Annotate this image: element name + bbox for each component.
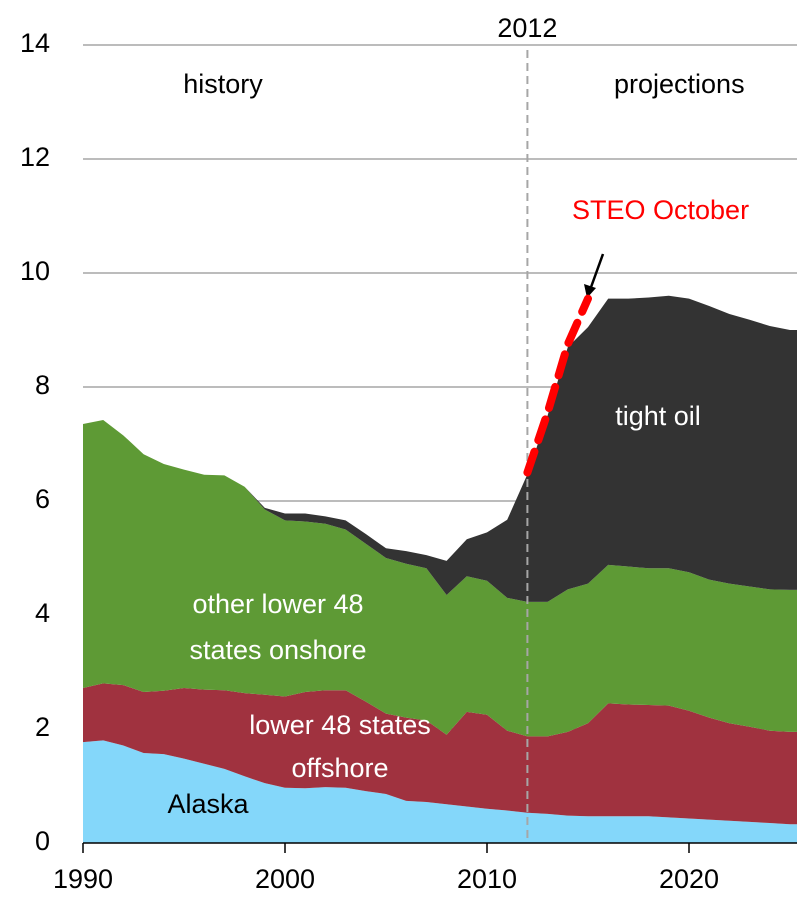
y-tick-label: 0 [35,826,50,856]
area-label: lower 48 states [249,710,431,740]
area-label: states onshore [189,635,366,665]
annotation: projections [614,69,745,99]
arrow [588,253,605,291]
x-tick-label: 1990 [53,864,113,894]
x-tick-label: 2000 [255,864,315,894]
area-label: other lower 48 [192,589,363,619]
x-tick-label: 2020 [659,864,719,894]
y-tick-label: 6 [35,484,50,514]
y-tick-label: 14 [20,28,50,58]
y-tick-label: 2 [35,712,50,742]
y-tick-label: 4 [35,598,50,628]
arrow-head [584,284,596,298]
x-tick-label: 2010 [457,864,517,894]
area [83,683,797,825]
area [83,740,797,843]
area-label: offshore [291,753,388,783]
area-label: tight oil [615,401,701,431]
area-label: Alaska [167,789,249,819]
area [83,295,797,602]
y-tick-label: 10 [20,256,50,286]
area [83,420,797,737]
y-tick-label: 8 [35,370,50,400]
annotation: history [183,69,263,99]
steo-label: STEO October [572,195,749,225]
y-tick-label: 12 [20,142,50,172]
divider-label: 2012 [497,13,557,43]
steo-line [523,294,592,477]
